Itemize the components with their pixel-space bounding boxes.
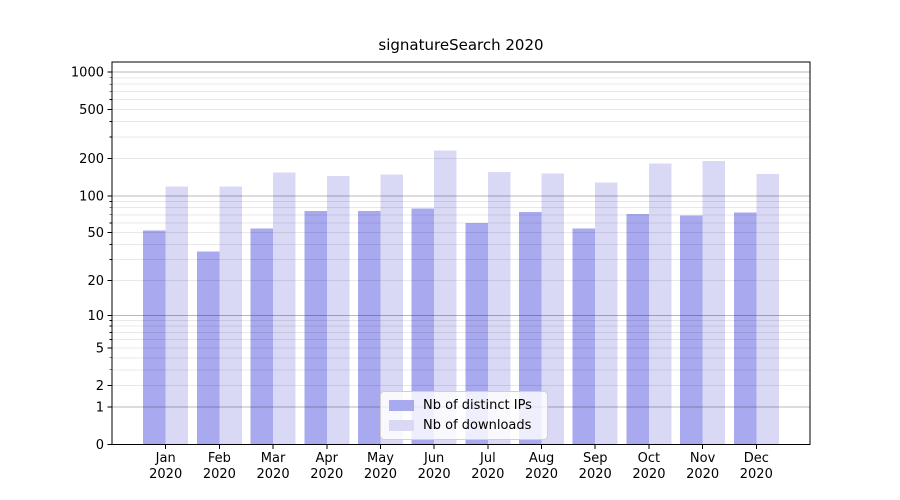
bar-distinct-ips [411, 208, 435, 445]
x-tick-label-month: Mar [261, 451, 286, 466]
bar-downloads [487, 171, 511, 445]
x-tick-label-year: 2020 [686, 467, 719, 482]
x-tick-label-year: 2020 [257, 467, 290, 482]
bar-distinct-ips [733, 212, 757, 445]
bar-distinct-ips [519, 211, 542, 445]
x-tick-label-year: 2020 [740, 467, 773, 482]
x-tick-label-month: Feb [208, 451, 231, 466]
bar-distinct-ips [250, 228, 274, 445]
bar-distinct-ips [626, 214, 649, 445]
legend: Nb of distinct IPs Nb of downloads [380, 391, 548, 440]
x-tick-label-year: 2020 [525, 467, 558, 482]
y-tick-label: 1 [96, 401, 104, 416]
x-tick-label-year: 2020 [632, 467, 665, 482]
legend-item-downloads: Nb of downloads [389, 418, 539, 433]
x-tick-label-year: 2020 [418, 467, 451, 482]
x-tick-label-month: May [367, 451, 394, 466]
bar-downloads [702, 161, 726, 445]
bar-downloads [380, 174, 403, 445]
x-tick-label-year: 2020 [364, 467, 397, 482]
x-tick-label-month: Apr [316, 451, 339, 466]
x-tick-label-year: 2020 [310, 467, 343, 482]
x-tick-label-month: Aug [529, 451, 554, 466]
x-tick-label-month: Nov [690, 451, 716, 466]
bar-downloads [219, 186, 242, 445]
y-tick-label: 20 [87, 274, 104, 289]
x-tick-label-month: Dec [744, 451, 769, 466]
y-tick-label: 50 [87, 226, 104, 241]
y-tick-label: 1000 [71, 66, 104, 81]
y-tick-label: 10 [87, 309, 104, 324]
plot-border [111, 61, 811, 445]
x-tick-label-month: Jun [423, 451, 444, 466]
x-tick-label-year: 2020 [579, 467, 612, 482]
bar-downloads [595, 182, 618, 445]
bar-downloads [541, 173, 565, 445]
y-tick-label: 5 [96, 341, 104, 356]
x-tick-label-month: Jan [155, 451, 176, 466]
bar-distinct-ips [465, 222, 488, 445]
bar-downloads [434, 150, 457, 445]
bar-downloads [273, 172, 296, 445]
bar-downloads [756, 174, 779, 445]
y-tick-label: 2 [96, 379, 104, 394]
x-tick-label-year: 2020 [471, 467, 504, 482]
bar-downloads [165, 186, 189, 445]
x-tick-label-month: Oct [638, 451, 660, 466]
y-tick-label: 200 [79, 152, 104, 167]
y-tick-label: 0 [96, 438, 104, 453]
x-tick-label-year: 2020 [203, 467, 236, 482]
x-tick-label-year: 2020 [149, 467, 182, 482]
bar-distinct-ips [357, 211, 381, 445]
y-tick-label: 100 [79, 189, 104, 204]
bar-distinct-ips [572, 228, 596, 445]
y-tick-label: 500 [79, 103, 104, 118]
bar-distinct-ips [304, 211, 327, 445]
chart-title: signatureSearch 2020 [378, 36, 544, 54]
bar-downloads [326, 175, 350, 445]
legend-item-distinct-ips: Nb of distinct IPs [389, 398, 539, 413]
legend-label-distinct-ips: Nb of distinct IPs [423, 398, 532, 413]
bar-downloads [648, 163, 672, 445]
bar-distinct-ips [680, 215, 703, 445]
x-tick-label-month: Sep [583, 451, 608, 466]
bar-distinct-ips [196, 251, 220, 445]
legend-label-downloads: Nb of downloads [423, 418, 532, 433]
x-tick-label-month: Jul [479, 451, 496, 466]
legend-swatch-distinct-ips [389, 400, 414, 411]
bar-distinct-ips [143, 230, 166, 445]
legend-swatch-downloads [389, 420, 414, 431]
